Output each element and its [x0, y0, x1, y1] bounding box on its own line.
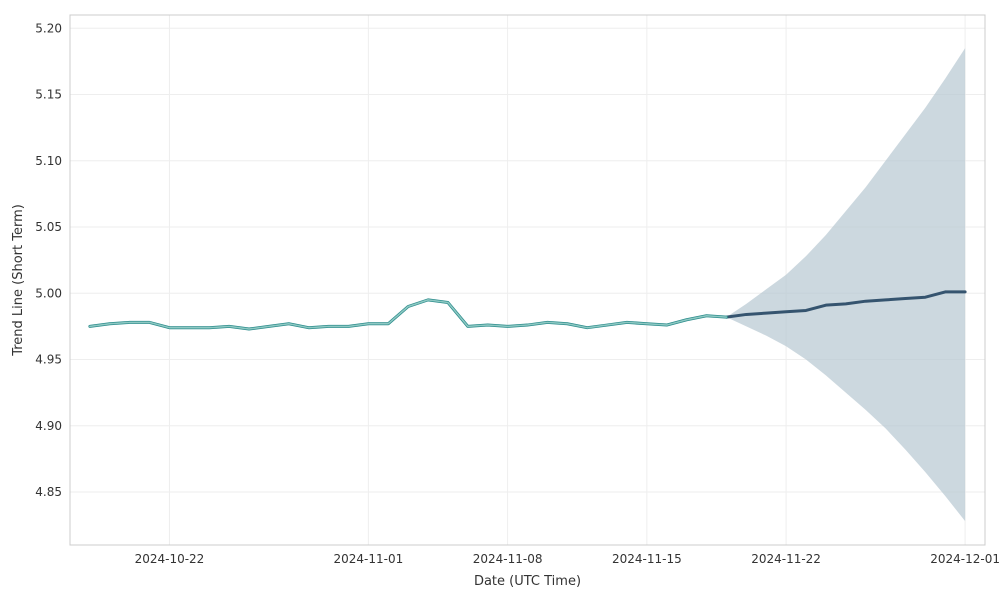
y-tick-label: 5.05 — [35, 220, 62, 234]
y-axis-label: Trend Line (Short Term) — [11, 204, 26, 357]
x-tick-label: 2024-11-08 — [473, 552, 543, 566]
y-tick-label: 5.20 — [35, 21, 62, 35]
observed-line — [90, 300, 727, 329]
observed-line-inner — [90, 300, 727, 329]
trend-forecast-chart: 2024-10-22 2024-11-01 2024-11-08 2024-11-15… — [0, 0, 1000, 600]
y-tick-label: 5.10 — [35, 154, 62, 168]
y-tick-label: 4.90 — [35, 419, 62, 433]
x-tick-label: 2024-12-01 — [930, 552, 1000, 566]
y-tick-label: 4.85 — [35, 485, 62, 499]
x-tick-label: 2024-11-15 — [612, 552, 682, 566]
y-tick-label: 5.15 — [35, 88, 62, 102]
x-axis-label: Date (UTC Time) — [474, 574, 581, 589]
chart-svg: 2024-10-22 2024-11-01 2024-11-08 2024-11-15… — [0, 0, 1000, 600]
y-tick-label: 4.95 — [35, 353, 62, 367]
confidence-band — [726, 48, 965, 521]
y-tick-label: 5.00 — [35, 286, 62, 300]
x-tick-label: 2024-10-22 — [135, 552, 205, 566]
x-tick-label: 2024-11-22 — [751, 552, 821, 566]
x-tick-label: 2024-11-01 — [333, 552, 403, 566]
